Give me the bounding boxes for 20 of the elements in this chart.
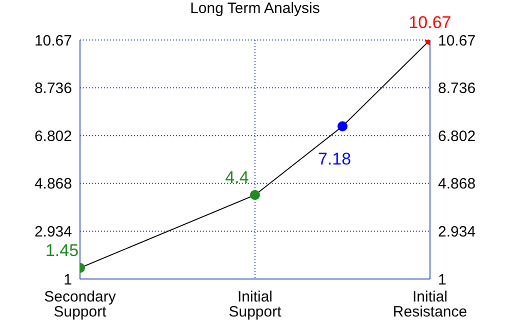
x-tick-label: Initial Support [228,288,282,321]
y2-tick-label: 2.934 [438,224,476,241]
chart-title: Long Term Analysis [190,0,320,17]
data-label: 10.67 [408,13,452,32]
y-tick-label: 2.934 [34,224,72,241]
y2-tick-label: 6.802 [438,128,476,145]
x-tick-label: Initial Resistance [392,288,468,321]
data-label: 7.18 [318,149,352,168]
y-tick-label: 8.736 [34,80,72,98]
y-tick-label: 1 [64,271,72,288]
y2-tick-label: 1 [438,271,446,288]
data-label: 4.4 [225,168,249,187]
data-label: 1.45 [45,240,79,260]
y2-tick-label: 8.736 [438,80,476,98]
y-tick-label: 6.802 [34,128,72,145]
y-tick-label: 10.67 [34,32,72,50]
y2-tick-label: 10.67 [438,32,476,50]
x-tick-label: Secondary Support [44,288,116,321]
y-tick-label: 4.868 [34,176,72,193]
y2-tick-label: 4.868 [438,176,476,193]
